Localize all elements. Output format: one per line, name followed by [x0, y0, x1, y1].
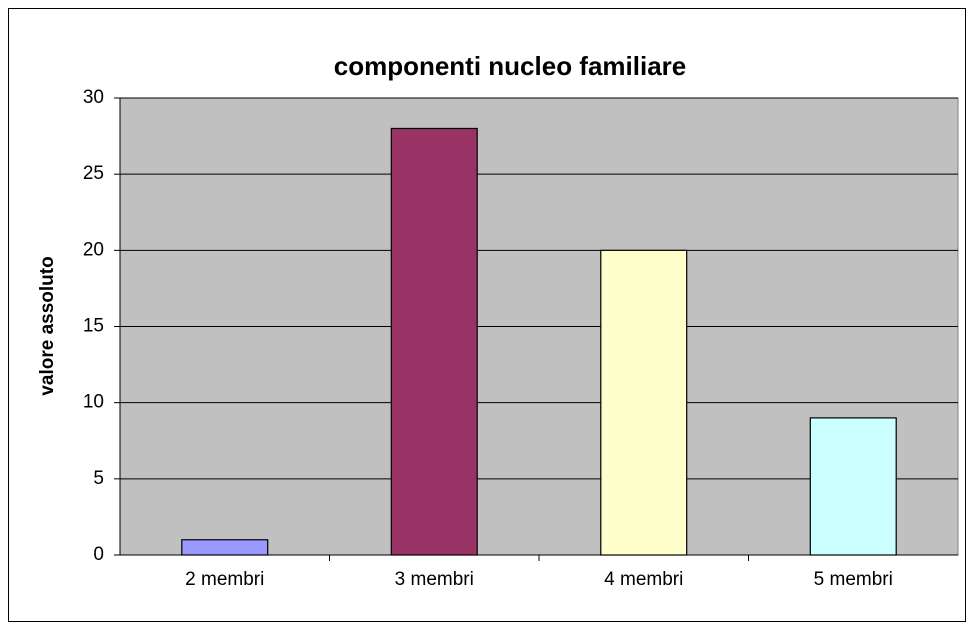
x-tick-label: 5 membri [814, 569, 893, 590]
y-tick-label: 25 [83, 163, 104, 184]
y-tick-label: 15 [83, 316, 104, 337]
x-tick-label: 4 membri [604, 569, 683, 590]
bar [181, 539, 269, 556]
bar [600, 249, 688, 556]
x-tick-label: 2 membri [185, 569, 264, 590]
y-tick-label: 20 [83, 239, 104, 260]
y-tick-label: 5 [93, 468, 104, 489]
x-tick-label: 3 membri [395, 569, 474, 590]
bar [390, 127, 478, 556]
y-tick-label: 0 [93, 544, 104, 565]
chart-title: componenti nucleo familiare [334, 51, 687, 81]
y-tick-label: 30 [83, 87, 104, 108]
y-tick-label: 10 [83, 392, 104, 413]
y-axis-label: valore assoluto [37, 256, 58, 395]
bar [809, 417, 897, 556]
